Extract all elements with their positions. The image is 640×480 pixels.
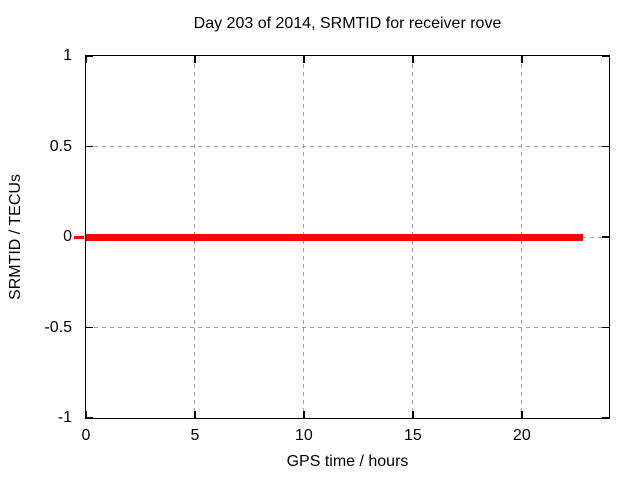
- x-tick-mark-top: [194, 56, 196, 63]
- x-tick-mark-top: [521, 56, 523, 63]
- x-tick-mark-top: [412, 56, 414, 63]
- x-tick-label: 10: [295, 427, 313, 444]
- y-tick-label: 0.5: [49, 137, 72, 155]
- y-gridline: [86, 327, 609, 328]
- y-tick-mark-right: [602, 236, 609, 238]
- x-tick-mark-top: [303, 56, 305, 63]
- x-tick-label: 20: [512, 427, 531, 444]
- y-tick-label: 1: [63, 47, 72, 64]
- x-tick-label: 15: [403, 427, 422, 444]
- x-tick-mark-bottom: [85, 411, 87, 418]
- y-tick-mark-right: [602, 145, 609, 148]
- y-tick-mark-left: [86, 326, 93, 329]
- y-tick-mark-left: [86, 55, 93, 57]
- series-left-edge-mark: [74, 235, 84, 239]
- x-tick-mark-bottom: [194, 411, 196, 418]
- y-tick-mark-right: [602, 417, 609, 419]
- y-tick-mark-right: [602, 326, 609, 329]
- y-tick-label: 0: [63, 228, 72, 245]
- x-tick-mark-top: [85, 56, 87, 63]
- y-tick-mark-right: [602, 55, 609, 57]
- y-tick-label: -1: [57, 409, 72, 426]
- x-tick-mark-bottom: [521, 411, 523, 418]
- y-gridline: [86, 146, 609, 147]
- y-tick-label: -0.5: [44, 318, 72, 336]
- y-tick-mark-left: [86, 145, 93, 148]
- y-tick-mark-left: [86, 417, 93, 419]
- series-line-srmtid: [86, 233, 583, 241]
- plot-area: [85, 55, 610, 419]
- x-tick-mark-bottom: [412, 411, 414, 418]
- x-tick-label: 5: [190, 427, 200, 444]
- x-tick-label: 0: [81, 427, 91, 444]
- chart-title: Day 203 of 2014, SRMTID for receiver rov…: [193, 15, 502, 32]
- x-tick-mark-bottom: [303, 411, 305, 418]
- x-axis-label: GPS time / hours: [286, 453, 409, 470]
